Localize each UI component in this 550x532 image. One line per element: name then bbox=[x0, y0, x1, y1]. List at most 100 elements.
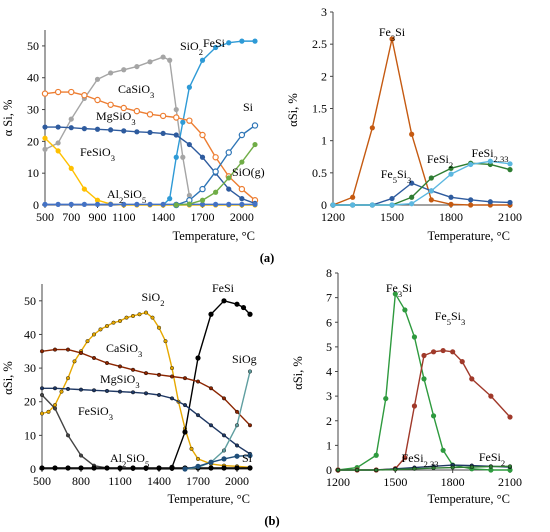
chart-a-left-point-SiO(g) bbox=[213, 189, 219, 195]
chart-a-left-point-MgSiO3 bbox=[94, 126, 101, 132]
chart-b-left-point-FeSiO3 bbox=[78, 453, 83, 458]
chart-a-left-point-CaSiO3 bbox=[186, 117, 193, 124]
chart-b-left-xtick-label: 800 bbox=[72, 474, 90, 488]
chart-b-right-point-Fe5Si3 bbox=[440, 347, 446, 354]
chart-a-left-point-CaSiO3 bbox=[212, 154, 219, 161]
chart-b-left-point-SiO2 bbox=[65, 376, 70, 381]
chart-a-left-xtick-label: 2000 bbox=[230, 210, 254, 224]
chart-b-left-ytick-label: 0 bbox=[30, 462, 36, 476]
chart-a-left-point-SiO(g) bbox=[239, 159, 245, 165]
chart-b-right-point-FeSi2 bbox=[469, 465, 474, 470]
chart-a-left-xtick-label: 1100 bbox=[112, 210, 136, 224]
chart-a-right-y-axis-label: αSi, % bbox=[286, 93, 300, 127]
chart-b-left-point-CaSiO3 bbox=[53, 347, 58, 352]
chart-b-left-point-SiO2 bbox=[169, 366, 174, 371]
chart-a-right-point-Fe5Si3 bbox=[468, 197, 474, 203]
chart-b-left-point-Si bbox=[247, 452, 253, 459]
chart-b-left-ytick-label: 20 bbox=[24, 395, 36, 409]
chart-b-left-point-Al2SiO5 bbox=[104, 465, 110, 471]
chart-a-left-series-label-Si: Si bbox=[243, 100, 254, 114]
chart-a-left-ytick-label: 0 bbox=[33, 198, 39, 212]
chart-b-right-ytick-label: 8 bbox=[326, 266, 332, 280]
chart-a-left-point-SiO2 bbox=[173, 106, 179, 113]
chart-b-left-point-MgSiO3 bbox=[65, 386, 70, 391]
chart-b-left-point-SiO2 bbox=[195, 456, 200, 461]
chart-a-left-point-FeSiO3 bbox=[42, 135, 48, 141]
chart-a-left-series-FeSi bbox=[162, 40, 255, 206]
chart-a-right-ytick-label: 3 bbox=[321, 5, 327, 19]
chart-a-left-point-Si bbox=[225, 149, 232, 156]
chart-b-right-point-FeSi2 bbox=[450, 465, 455, 470]
chart-b-left-point-CaSiO3 bbox=[78, 350, 83, 355]
chart-b-right-series-Fe3Si bbox=[337, 293, 510, 471]
chart-b-left-point-FeSiO3 bbox=[40, 393, 45, 398]
chart-a-left-point-Al2SiO5 bbox=[239, 201, 245, 207]
chart-a-left-series-label-SiO(g): SiO(g) bbox=[232, 165, 265, 179]
chart-a-right-xtick-label: 2100 bbox=[498, 210, 522, 224]
chart-a-left-point-SiO2 bbox=[121, 67, 127, 73]
chart-b-right-point-Fe3Si bbox=[421, 376, 427, 382]
chart-b-left-ytick-label: 30 bbox=[24, 361, 36, 375]
chart-a-left-point-CaSiO3 bbox=[81, 92, 88, 99]
chart-b-left-point-SiO2 bbox=[150, 315, 155, 320]
chart-a-right-point-Fe5Si3 bbox=[448, 194, 454, 200]
chart-a-left-point-CaSiO3 bbox=[238, 185, 246, 193]
chart-b-left-point-FeSi bbox=[221, 298, 227, 304]
chart-a-right-point-FeSi2.33 bbox=[507, 161, 513, 167]
chart-a-left-point-MgSiO3 bbox=[121, 128, 127, 134]
chart-b-left-point-SiO2 bbox=[124, 315, 129, 320]
chart-a-left-xtick-label: 900 bbox=[89, 210, 107, 224]
chart-a-left-point-CaSiO3 bbox=[68, 88, 75, 96]
chart-b-left-point-FeSi bbox=[240, 304, 247, 311]
chart-b-left-series-label-Si: Si bbox=[242, 451, 253, 465]
chart-b-right-series-label-FeSi2: FeSi2 bbox=[479, 450, 505, 468]
chart-a-left-ytick-label: 30 bbox=[27, 103, 39, 117]
chart-a-left-point-Al2SiO5 bbox=[121, 201, 127, 207]
chart-b-right-ytick-label: 6 bbox=[326, 315, 332, 329]
chart-a-right-series-label-Fe3Si: Fe3Si bbox=[379, 25, 406, 43]
chart-b-left-point-CaSiO3 bbox=[234, 409, 239, 414]
chart-a-left-point-MgSiO3 bbox=[134, 129, 140, 135]
chart-a-left-point-Al2SiO5 bbox=[81, 201, 87, 207]
chart-b-left-point-Al2SiO5 bbox=[247, 465, 253, 471]
chart-b-right-point-Fe5Si3 bbox=[488, 393, 494, 399]
chart-b-left-point-Si bbox=[234, 453, 240, 459]
chart-a-left-point-MgSiO3 bbox=[226, 186, 232, 192]
chart-a-left-point-FeSiO3 bbox=[68, 165, 74, 172]
chart-b-left-point-Al2SiO5 bbox=[52, 465, 58, 471]
chart-a-left-point-SiO2 bbox=[108, 70, 114, 76]
chart-a-left-point-MgSiO3 bbox=[68, 125, 74, 131]
chart-a-right-xtick-label: 1800 bbox=[439, 210, 463, 224]
chart-b-left-point-CaSiO3 bbox=[208, 386, 213, 391]
chart-a-left-point-MgSiO3 bbox=[81, 126, 87, 132]
chart-b-right-point-FeSi2 bbox=[374, 468, 379, 473]
chart-a-right-point-Fe5Si3 bbox=[487, 199, 493, 205]
chart-a-left-point-Al2SiO5 bbox=[160, 201, 166, 207]
chart-a-left-series-MgSiO3 bbox=[45, 126, 256, 205]
chart-a-left-point-Al2SiO5 bbox=[134, 201, 140, 207]
chart-a-right-xtick-label: 1200 bbox=[321, 210, 345, 224]
chart-a-left-point-MgSiO3 bbox=[108, 127, 114, 133]
chart-a-right-point-FeSi2.33 bbox=[487, 158, 493, 164]
chart-b-left-point-SiOg bbox=[221, 448, 226, 453]
chart-b-left-point-Al2SiO5 bbox=[39, 465, 45, 471]
chart-b-right-point-Fe3Si bbox=[440, 447, 446, 453]
chart-b-left-series-label-Al2SiO5: Al2SiO5 bbox=[110, 451, 149, 469]
chart-b-left-point-CaSiO3 bbox=[104, 361, 109, 366]
chart-b-left-point-MgSiO3 bbox=[169, 396, 174, 401]
chart-b-left-point-SiO2 bbox=[156, 325, 161, 330]
chart-b-right-series-FeSi2 bbox=[338, 465, 511, 471]
chart-b-left-point-MgSiO3 bbox=[208, 423, 213, 428]
chart-a-left-series-label-FeSiO3: FeSiO3 bbox=[80, 145, 115, 163]
chart-b-left-xtick-label: 1700 bbox=[186, 474, 210, 488]
chart-b-left-point-CaSiO3 bbox=[182, 376, 187, 381]
chart-a-left-ytick-label: 10 bbox=[27, 166, 39, 180]
chart-b-right-point-Fe3Si bbox=[430, 413, 437, 419]
chart-b-right-point-Fe3Si bbox=[383, 395, 389, 402]
chart-a-left-point-SiO2 bbox=[186, 192, 192, 199]
chart-b-left-point-SiO2 bbox=[72, 359, 77, 364]
chart-a-left-point-MgSiO3 bbox=[55, 124, 61, 130]
chart-b-left-point-SiO2 bbox=[111, 320, 116, 325]
chart-a-right-point-FeSi2 bbox=[409, 194, 415, 200]
chart-b-right-xtick-label: 2100 bbox=[498, 475, 522, 489]
